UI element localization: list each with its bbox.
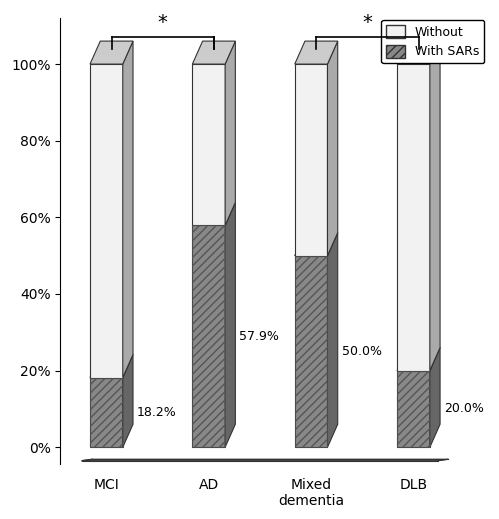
Polygon shape bbox=[90, 41, 133, 64]
Text: 50.0%: 50.0% bbox=[342, 345, 382, 358]
Polygon shape bbox=[397, 348, 440, 371]
Polygon shape bbox=[397, 41, 440, 64]
Polygon shape bbox=[327, 41, 338, 256]
Polygon shape bbox=[430, 41, 440, 371]
Polygon shape bbox=[327, 233, 338, 447]
Polygon shape bbox=[193, 64, 225, 225]
Legend: Without, With SARs: Without, With SARs bbox=[381, 20, 484, 63]
Polygon shape bbox=[295, 41, 338, 64]
Polygon shape bbox=[193, 225, 225, 447]
Polygon shape bbox=[295, 256, 327, 447]
Text: 20.0%: 20.0% bbox=[444, 402, 484, 415]
Polygon shape bbox=[430, 348, 440, 447]
Text: *: * bbox=[158, 12, 168, 32]
Polygon shape bbox=[225, 202, 236, 447]
Polygon shape bbox=[123, 354, 133, 447]
Polygon shape bbox=[193, 202, 236, 225]
Polygon shape bbox=[295, 64, 327, 256]
Polygon shape bbox=[193, 41, 236, 64]
Polygon shape bbox=[123, 41, 133, 377]
Polygon shape bbox=[397, 64, 430, 371]
Polygon shape bbox=[90, 377, 123, 447]
Text: 57.9%: 57.9% bbox=[240, 330, 279, 343]
Polygon shape bbox=[90, 64, 123, 377]
Polygon shape bbox=[90, 354, 133, 377]
Text: 18.2%: 18.2% bbox=[137, 406, 177, 419]
Polygon shape bbox=[295, 233, 338, 256]
Polygon shape bbox=[397, 371, 430, 447]
Polygon shape bbox=[225, 41, 236, 225]
Text: *: * bbox=[362, 12, 372, 32]
Polygon shape bbox=[82, 459, 448, 461]
